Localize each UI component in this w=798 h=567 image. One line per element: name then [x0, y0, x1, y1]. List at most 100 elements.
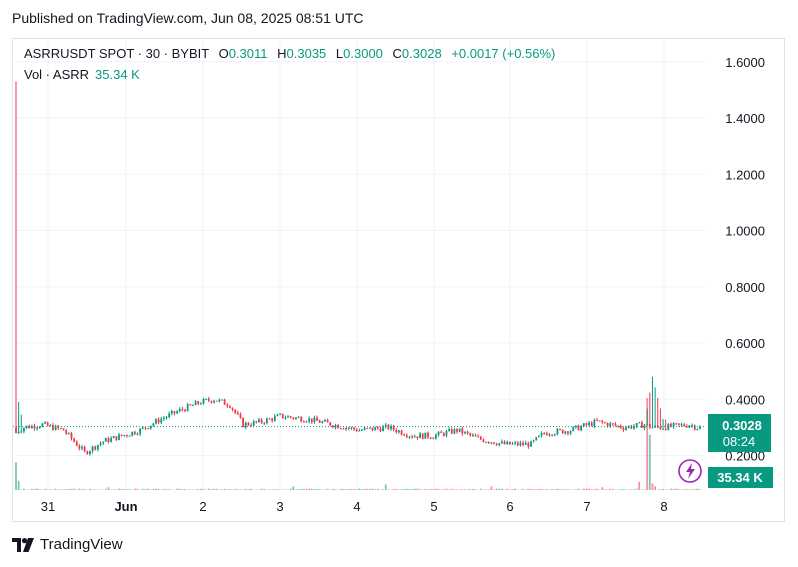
volume-bar [619, 489, 622, 490]
candle-body [332, 425, 334, 428]
candle-body [302, 421, 305, 423]
volume-bar [564, 489, 567, 490]
candle-body [139, 428, 142, 435]
candle-body [152, 423, 155, 426]
candle-body [403, 434, 406, 436]
candle-body [548, 434, 551, 436]
candle-body [501, 441, 503, 444]
candle-body [458, 428, 461, 432]
candle-body [519, 442, 522, 446]
volume-bar [226, 489, 229, 490]
volume-bar [659, 489, 662, 490]
candle-body [310, 418, 313, 423]
candle-body [89, 451, 91, 455]
volume-bar [593, 488, 596, 490]
candle-body [614, 423, 617, 426]
volume-bar [646, 398, 649, 490]
candle-body [236, 412, 239, 415]
volume-bar [165, 489, 168, 490]
candle-body [680, 424, 683, 426]
candle-body [421, 433, 424, 439]
volume-bar [368, 488, 371, 490]
volume-bar [691, 489, 693, 490]
candle-body [99, 443, 102, 446]
candle-body [318, 420, 321, 423]
volume-bar [144, 488, 147, 490]
candle-body [667, 423, 670, 431]
volume-bar [683, 489, 686, 490]
volume-bar [693, 489, 696, 490]
candle-body [250, 425, 252, 427]
close-label: C [392, 46, 402, 61]
candle-body [112, 436, 115, 439]
candle-body [295, 417, 297, 419]
volume-bar [392, 488, 395, 490]
candle-body [593, 419, 596, 426]
candle-body [213, 400, 215, 403]
candle-body [247, 422, 250, 426]
volume-bar [189, 489, 192, 490]
volume-bar [606, 489, 609, 490]
volume-bar [184, 489, 186, 490]
candle-body [580, 426, 583, 431]
volume-bar [52, 489, 54, 490]
volume-bar [361, 489, 363, 490]
candle-body [202, 398, 205, 404]
volume-bar [202, 489, 205, 490]
volume-bar [355, 489, 358, 490]
candle-body [91, 446, 94, 452]
candle-body [279, 413, 281, 415]
volume-bar [83, 488, 86, 490]
tradingview-logo[interactable]: TradingView [12, 536, 123, 553]
candle-body [688, 425, 691, 428]
volume-bar [464, 489, 466, 490]
volume-bar [353, 489, 355, 490]
volume-bar [622, 489, 625, 490]
candle-body [178, 408, 181, 412]
volume-bar [527, 488, 530, 490]
candle-body [41, 423, 44, 427]
candle-body [479, 436, 482, 440]
candle-body [255, 421, 258, 423]
volume-bar [614, 489, 617, 490]
volume-legend: Vol · ASRR 35.34 K [24, 67, 140, 82]
volume-bar [279, 489, 281, 490]
volume-bar [128, 489, 131, 490]
volume-bar [429, 489, 432, 490]
volume-bar [453, 489, 456, 490]
candle-body [469, 433, 472, 436]
volume-bar [350, 488, 353, 490]
open-label: O [218, 46, 229, 61]
candle-body [596, 419, 598, 421]
candle-body [471, 434, 474, 436]
volume-bar [65, 489, 68, 490]
candle-body [606, 423, 609, 427]
candle-body [46, 422, 49, 426]
volume-bar [181, 489, 184, 490]
volume-bar [33, 488, 36, 490]
candle-body [437, 431, 440, 435]
symbol-title[interactable]: ASRRUSDT SPOT · 30 · BYBIT [24, 46, 209, 61]
candle-body [23, 427, 25, 432]
volume-bar [556, 488, 559, 490]
volume-bar [318, 489, 321, 490]
volume-bar [545, 489, 548, 490]
candle-body [699, 426, 701, 429]
volume-bar [118, 488, 120, 490]
candle-body [442, 432, 445, 436]
candle-body [221, 399, 223, 401]
volume-bar [435, 488, 437, 490]
candle-body [651, 427, 654, 429]
candle-body [445, 431, 448, 436]
volume-bar [699, 489, 701, 490]
candle-body [561, 429, 564, 434]
tradingview-wordmark: TradingView [40, 536, 123, 553]
candle-body [59, 428, 62, 430]
volume-bar [371, 488, 374, 490]
volume-bar [577, 488, 580, 490]
candle-body [337, 424, 340, 429]
volume-bar [479, 488, 482, 490]
lightning-icon[interactable] [678, 459, 702, 483]
volume-label[interactable]: Vol · ASRR [24, 67, 90, 82]
